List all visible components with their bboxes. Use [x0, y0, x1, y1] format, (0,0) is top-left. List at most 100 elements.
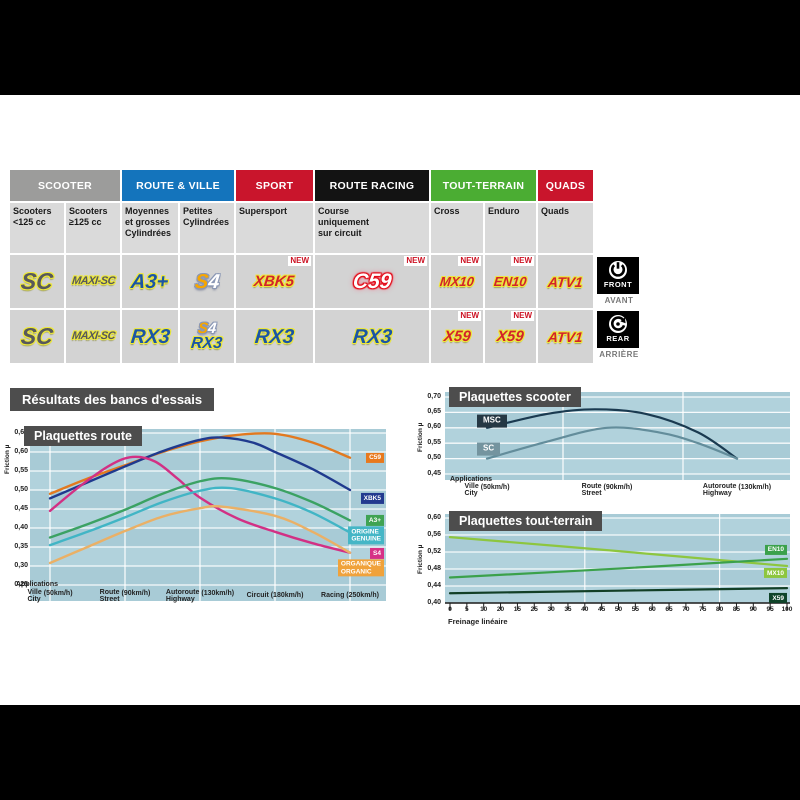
product-logo-rx3: RX3: [253, 325, 296, 348]
y-tick-label: 0,48: [427, 564, 441, 572]
product-cell-front: MAXI-SC: [66, 255, 120, 308]
chart-terrain: MX10 EN10 X59: [445, 514, 790, 614]
series-line-sc: [485, 426, 739, 460]
x-tick-label: 30: [547, 606, 555, 613]
x-category-racing-250km-h: Racing (250km/h): [321, 592, 379, 599]
y-tick-label: 0,60: [14, 447, 28, 455]
y-axis-label: Friction µ: [4, 444, 11, 474]
product-cell-front: A3+: [122, 255, 178, 308]
x-tick-label: 100: [781, 606, 793, 613]
x-tick-label: 20: [496, 606, 505, 613]
top-black-bar: [0, 0, 800, 95]
x-tick-label: 50: [614, 606, 623, 613]
subheader-petites: Petites Cylindrées: [180, 203, 234, 253]
product-logo-maxi-sc: MAXI-SC: [70, 330, 116, 342]
y-tick-label: 0,40: [14, 523, 28, 531]
product-logo-s4: S4: [193, 270, 221, 293]
chart-title-route: Plaquettes route: [24, 426, 142, 446]
y-tick-label: 0,50: [14, 485, 28, 493]
product-cell-front: NEW C59: [315, 255, 429, 308]
y-axis-label: Friction µ: [417, 544, 424, 574]
product-logo-x59: X59: [496, 328, 525, 345]
y-tick-label: 0,55: [14, 466, 28, 474]
product-logo-rx3: RX3: [129, 325, 171, 348]
series-badge-organique: ORGANIQUE ORGANIC: [337, 559, 384, 577]
label-en: Street: [581, 490, 602, 498]
subheader-quads: Quads: [538, 203, 593, 253]
chart-route: C59 XBK5 S4 A3+ ORIGINE GENUINE ORGANIQUE ORGAN…: [30, 429, 386, 601]
badge-line: ORIGINE: [351, 528, 379, 536]
series-badge-xbk5: XBK5: [360, 493, 384, 504]
new-badge: NEW: [511, 256, 534, 266]
x-tick-label: 55: [631, 606, 639, 613]
series-line-organique: [48, 504, 352, 565]
subheader-enduro: Enduro: [485, 203, 536, 253]
label-fr: Route: [581, 483, 602, 490]
series-badge-mx10: MX10: [764, 568, 787, 579]
subheader-scooters: Scooters <125 cc: [10, 203, 64, 253]
label-speed: (90km/h): [121, 590, 151, 597]
product-cell-rear: RX3: [236, 310, 313, 363]
product-logo-atv1: ATV1: [547, 328, 584, 345]
label-en: Highway: [165, 596, 195, 604]
series-line-c59: [48, 432, 352, 495]
label-fr: Ville: [464, 483, 479, 490]
front-brake-icon: [609, 261, 627, 279]
y-tick-label: 0,60: [427, 513, 441, 521]
product-logo-c59: C59: [351, 270, 393, 293]
series-badge-a3: A3+: [365, 515, 384, 526]
badge-line: ORGANIC: [340, 567, 372, 575]
front-axle-box: FRONT: [597, 257, 639, 294]
category-header-scooter: SCOOTER: [10, 170, 120, 201]
x-category-ville: Ville City (50km/h): [464, 483, 509, 498]
product-cell-rear: MAXI-SC: [66, 310, 120, 363]
x-category-circuit-180km-h: Circuit (180km/h): [246, 592, 304, 599]
product-logo-mx10: MX10: [439, 274, 475, 289]
x-category-route: Route Street (90km/h): [100, 589, 151, 604]
rear-sublabel: ARRIÈRE: [599, 350, 639, 359]
product-logo-x59: X59: [442, 328, 472, 345]
y-tick-label: 0,65: [427, 407, 441, 415]
front-axle-block: FRONT AVANT: [597, 257, 641, 305]
y-tick-label: 0,35: [14, 542, 28, 550]
y-tick-label: 0,30: [14, 561, 28, 569]
product-logo-rx3: RX3: [351, 325, 393, 348]
product-logo-a3: A3+: [130, 270, 170, 293]
fr-en-pair: Ville City: [27, 589, 41, 604]
y-tick-label: 0,50: [427, 454, 441, 462]
x-tick-label: 45: [598, 606, 606, 613]
new-badge: NEW: [458, 256, 481, 266]
series-line-origine: [48, 486, 352, 547]
y-axis-label: Friction µ: [417, 422, 424, 452]
series-line-msc: [485, 408, 739, 460]
x-tick-label: 75: [699, 606, 707, 613]
label-en: Highway: [702, 490, 732, 498]
x-tick-label: 90: [749, 606, 757, 613]
product-cell-front: NEW XBK5: [236, 255, 313, 308]
category-header-route-ville: ROUTE & VILLE: [122, 170, 234, 201]
y-tick-label: 0,45: [14, 504, 28, 512]
label-en: City: [27, 596, 41, 604]
product-cell-front: S4: [180, 255, 234, 308]
badge-line: A3+: [368, 516, 381, 524]
label-speed: (90km/h): [603, 484, 633, 491]
badge-line: SC: [483, 443, 495, 453]
x-tick-label: 70: [682, 606, 690, 613]
fr-en-pair: Ville City: [464, 483, 478, 498]
y-tick-label: 0,70: [427, 392, 441, 400]
fr-en-pair: Autoroute Highway: [166, 589, 199, 604]
product-cell-front: SC: [10, 255, 64, 308]
series-line-x59: [448, 587, 789, 595]
y-tick-label: 0,44: [427, 581, 441, 589]
product-cell-rear: NEW X59: [431, 310, 483, 363]
chart-title-scooter: Plaquettes scooter: [449, 387, 581, 407]
subheader-scooters: Scooters ≥125 cc: [66, 203, 120, 253]
x-tick-label: 35: [564, 606, 572, 613]
product-cell-rear: S4 RX3: [180, 310, 234, 363]
results-title: Résultats des bancs d'essais: [10, 388, 215, 411]
product-logo-atv1: ATV1: [547, 273, 584, 290]
new-badge: NEW: [511, 311, 534, 321]
x-axis-label: Freinage linéaire: [448, 617, 508, 626]
category-header-quads: QUADS: [538, 170, 593, 201]
